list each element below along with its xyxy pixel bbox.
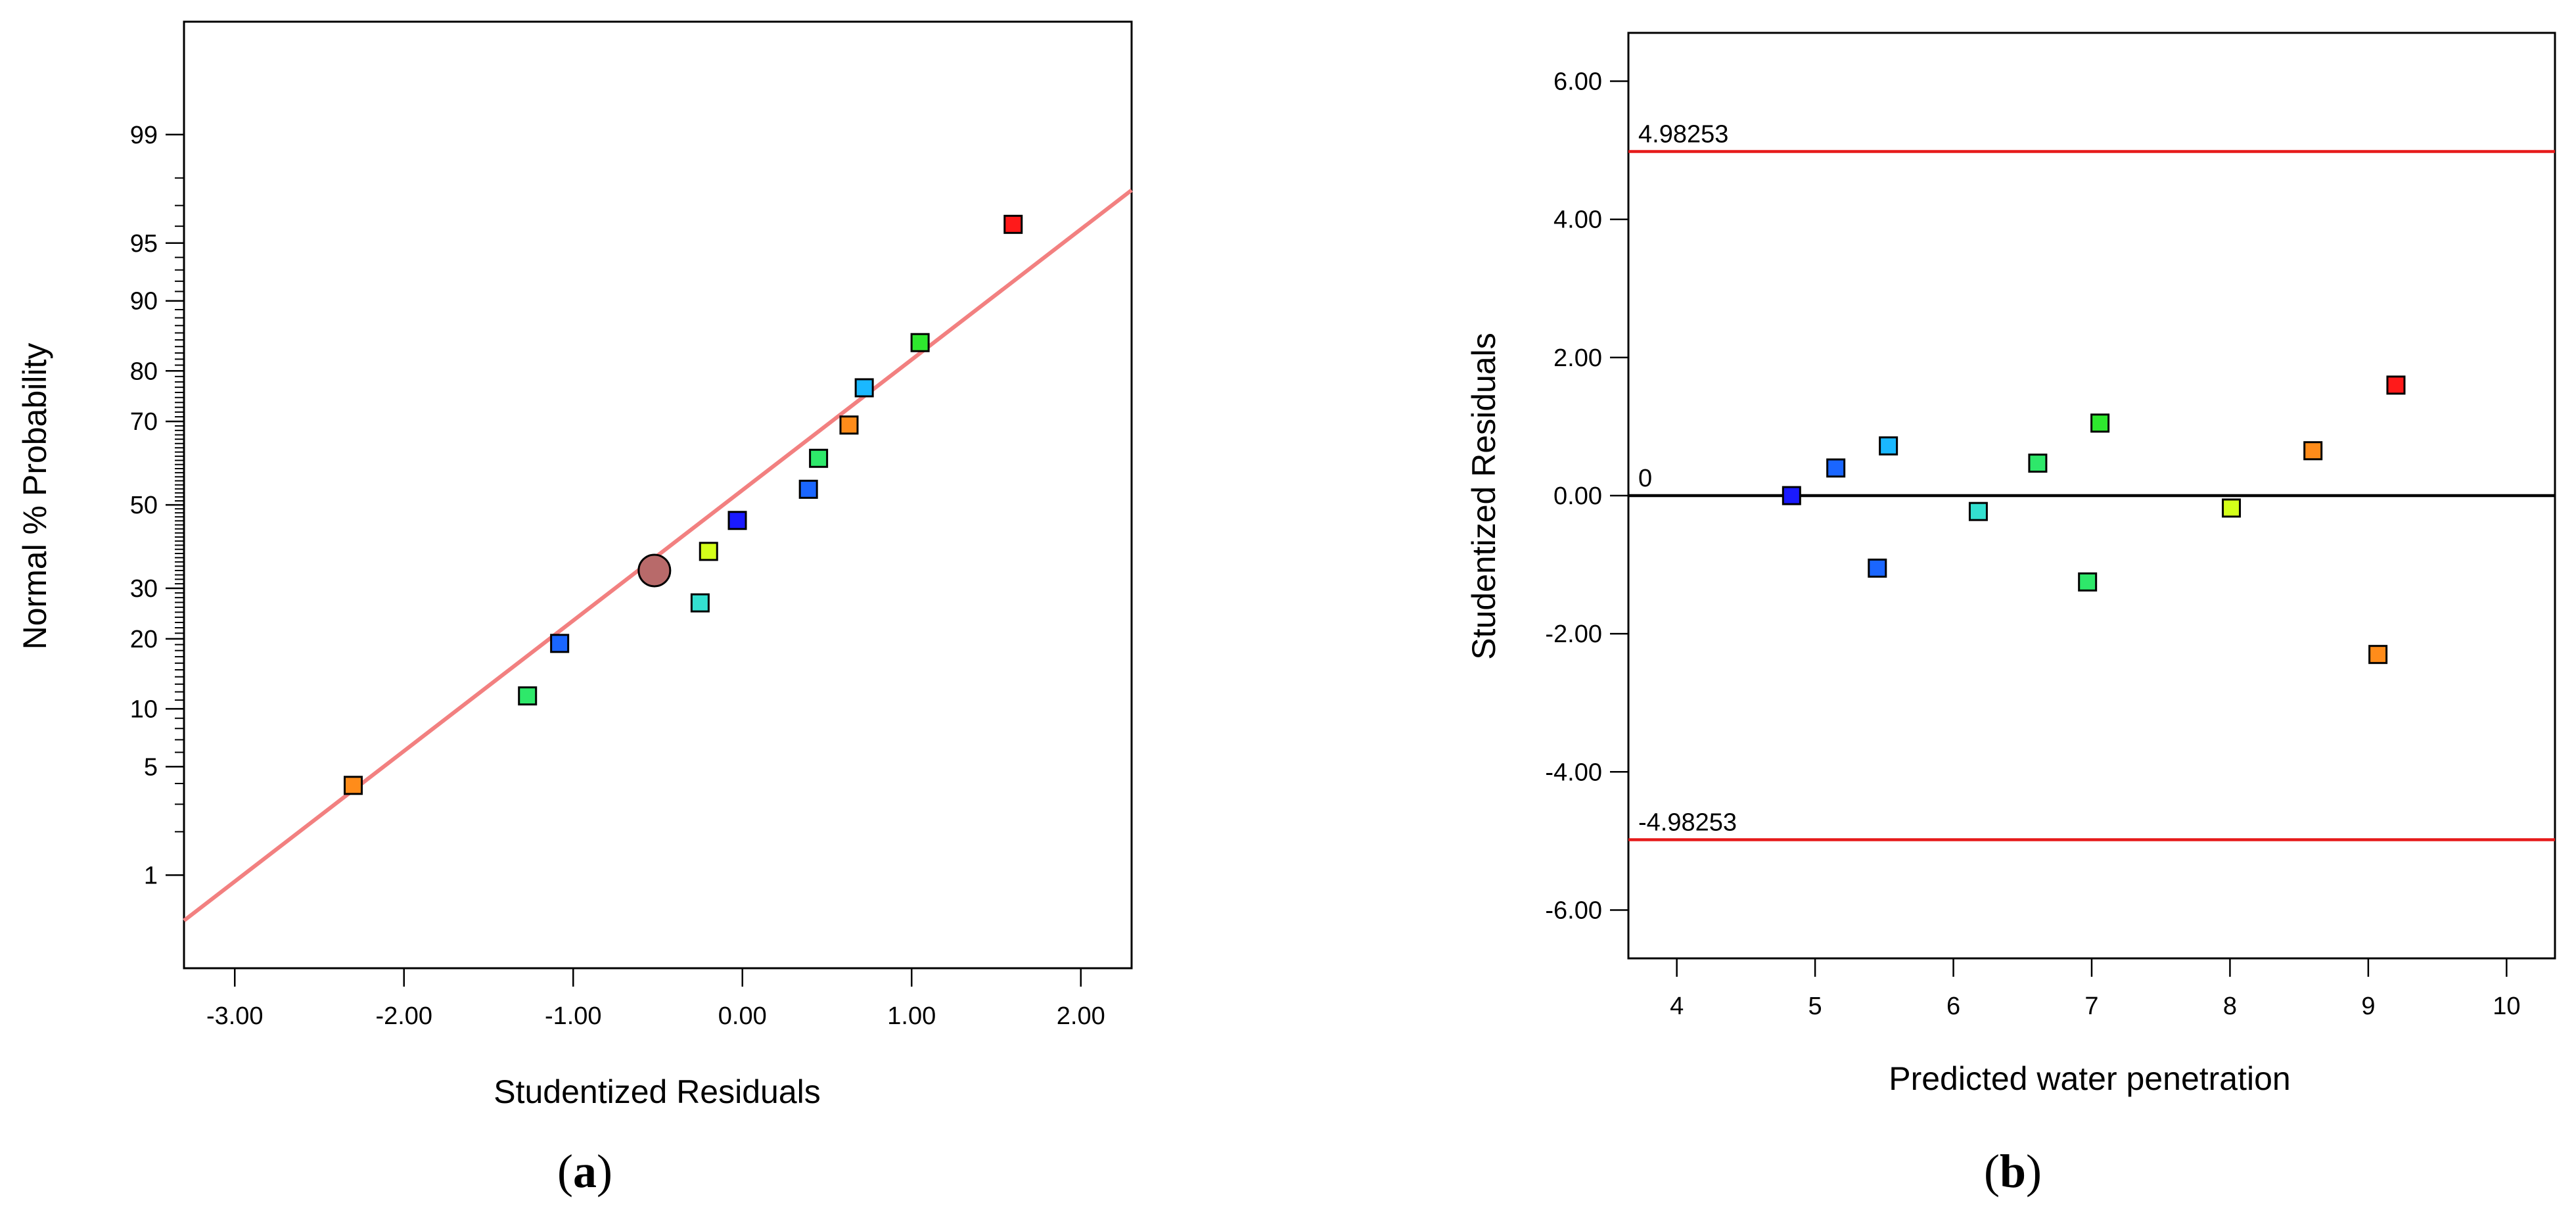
panel-a-point — [344, 776, 363, 795]
panel-b-reference-line-label: 4.98253 — [1638, 120, 1728, 148]
panel-b-point — [1826, 458, 1846, 478]
panel-a-x-axis-title: Studentized Residuals — [494, 1073, 821, 1110]
panel-a-x-tick-label: -2.00 — [375, 1002, 432, 1030]
panel-a-caption: (a) — [557, 1145, 612, 1198]
panel-b-point — [1968, 502, 1988, 521]
panel-a-x-tick-label: 1.00 — [887, 1002, 936, 1030]
panel-b-residuals-vs-predicted: -6.00 -4.00 -2.00 0.00 2.00 4.00 6.00 4 5 6 7 8 9 10… — [1465, 32, 2556, 1198]
panel-a-y-tick-label: 99 — [130, 122, 158, 149]
panel-b-x-tick-label: 7 — [2084, 993, 2098, 1020]
panel-a-y-tick-label: 30 — [130, 575, 158, 603]
panel-b-y-tick-label: 2.00 — [1553, 344, 1602, 372]
panel-a-caption-letter: a — [573, 1145, 597, 1198]
panel-a-caption-open: ( — [557, 1145, 573, 1198]
panel-a-y-tick-label: 10 — [130, 695, 158, 723]
panel-a-y-tick-label: 90 — [130, 288, 158, 316]
panel-b-point — [2303, 441, 2323, 461]
panel-b-y-tick-label: -4.00 — [1545, 759, 1602, 786]
panel-a-point — [839, 415, 859, 435]
panel-a-point — [699, 542, 718, 561]
panel-a-x-tick-label: 2.00 — [1057, 1002, 1105, 1030]
panel-b-caption-open: ( — [1984, 1145, 2000, 1198]
panel-b-caption-close: ) — [2026, 1145, 2042, 1198]
panel-b-y-tick-label: 0.00 — [1553, 482, 1602, 510]
panel-b-x-tick-label: 10 — [2493, 993, 2520, 1020]
panel-b-reference-line-label: 0 — [1638, 465, 1652, 492]
panel-b-x-axis: 4 5 6 7 8 9 10 — [1670, 958, 2520, 1020]
panel-a-point — [518, 686, 538, 706]
panel-b-caption: (b) — [1984, 1145, 2042, 1198]
panel-b-y-axis-title: Studentized Residuals — [1465, 333, 1502, 660]
panel-a-x-tick-label: -3.00 — [206, 1002, 264, 1030]
panel-b-x-tick-label: 6 — [1946, 993, 1960, 1020]
panel-a-point — [690, 593, 710, 613]
panel-a-y-tick-label: 50 — [130, 492, 158, 519]
panel-a-y-tick-label: 5 — [144, 753, 158, 781]
panel-a-y-tick-label: 80 — [130, 358, 158, 385]
panel-a-y-tick-label: 95 — [130, 230, 158, 258]
panel-b-reference-lines: 4.98253 0 -4.98253 — [1628, 120, 2555, 841]
panel-a-point — [1003, 214, 1023, 234]
panel-b-x-axis-title: Predicted water penetration — [1889, 1060, 2290, 1097]
panel-b-point — [2028, 454, 2048, 473]
panel-b-point — [1782, 486, 1801, 505]
panel-a-y-tick-label: 20 — [130, 626, 158, 653]
panel-a-y-axis-title: Normal % Probability — [16, 343, 53, 650]
panel-a-points — [344, 214, 1023, 795]
panel-a-point-highlighted — [637, 553, 672, 588]
panel-b-y-tick-label: 4.00 — [1553, 206, 1602, 234]
panel-a-point — [854, 378, 874, 398]
panel-b-point — [2386, 375, 2406, 395]
panel-b-y-tick-label: -2.00 — [1545, 621, 1602, 648]
panel-b-y-tick-label: 6.00 — [1553, 68, 1602, 96]
panel-a-y-tick-label: 1 — [144, 862, 158, 889]
panel-a-y-axis: 1 5 10 20 30 50 70 80 90 95 99 — [130, 122, 184, 889]
panel-a-point — [809, 448, 829, 468]
panel-a-normal-probability-plot: 1 5 10 20 30 50 70 80 90 95 99 -3.00 -2.00 -1.00 0.00… — [16, 20, 1133, 1198]
panel-b-point — [2090, 413, 2110, 433]
panel-b-x-tick-label: 8 — [2223, 993, 2237, 1020]
panel-a-plot-frame — [183, 20, 1133, 970]
panel-b-x-tick-label: 4 — [1670, 993, 1684, 1020]
panel-a-x-tick-label: -1.00 — [545, 1002, 602, 1030]
panel-b-point — [2222, 498, 2242, 518]
panel-a-point — [550, 634, 570, 653]
panel-b-point — [1879, 436, 1898, 456]
panel-a-point — [910, 333, 930, 352]
panel-a-x-axis: -3.00 -2.00 -1.00 0.00 1.00 2.00 — [206, 968, 1105, 1030]
panel-b-caption-letter: b — [2000, 1145, 2026, 1198]
panel-b-point — [1868, 558, 1887, 578]
panel-a-caption-close: ) — [597, 1145, 612, 1198]
panel-a-point — [798, 479, 818, 499]
panel-b-point — [2368, 645, 2388, 665]
panel-b-y-tick-label: -6.00 — [1545, 897, 1602, 924]
panel-b-reference-line-label: -4.98253 — [1638, 809, 1737, 837]
panel-b-points — [1782, 375, 2406, 665]
panel-a-point — [727, 511, 747, 530]
panel-a-y-tick-label: 70 — [130, 408, 158, 436]
panel-b-x-tick-label: 5 — [1808, 993, 1822, 1020]
panel-b-x-tick-label: 9 — [2361, 993, 2375, 1020]
panel-b-y-axis: -6.00 -4.00 -2.00 0.00 2.00 4.00 6.00 — [1545, 68, 1628, 924]
panel-b-point — [2078, 572, 2098, 592]
panel-a-x-tick-label: 0.00 — [718, 1002, 767, 1030]
